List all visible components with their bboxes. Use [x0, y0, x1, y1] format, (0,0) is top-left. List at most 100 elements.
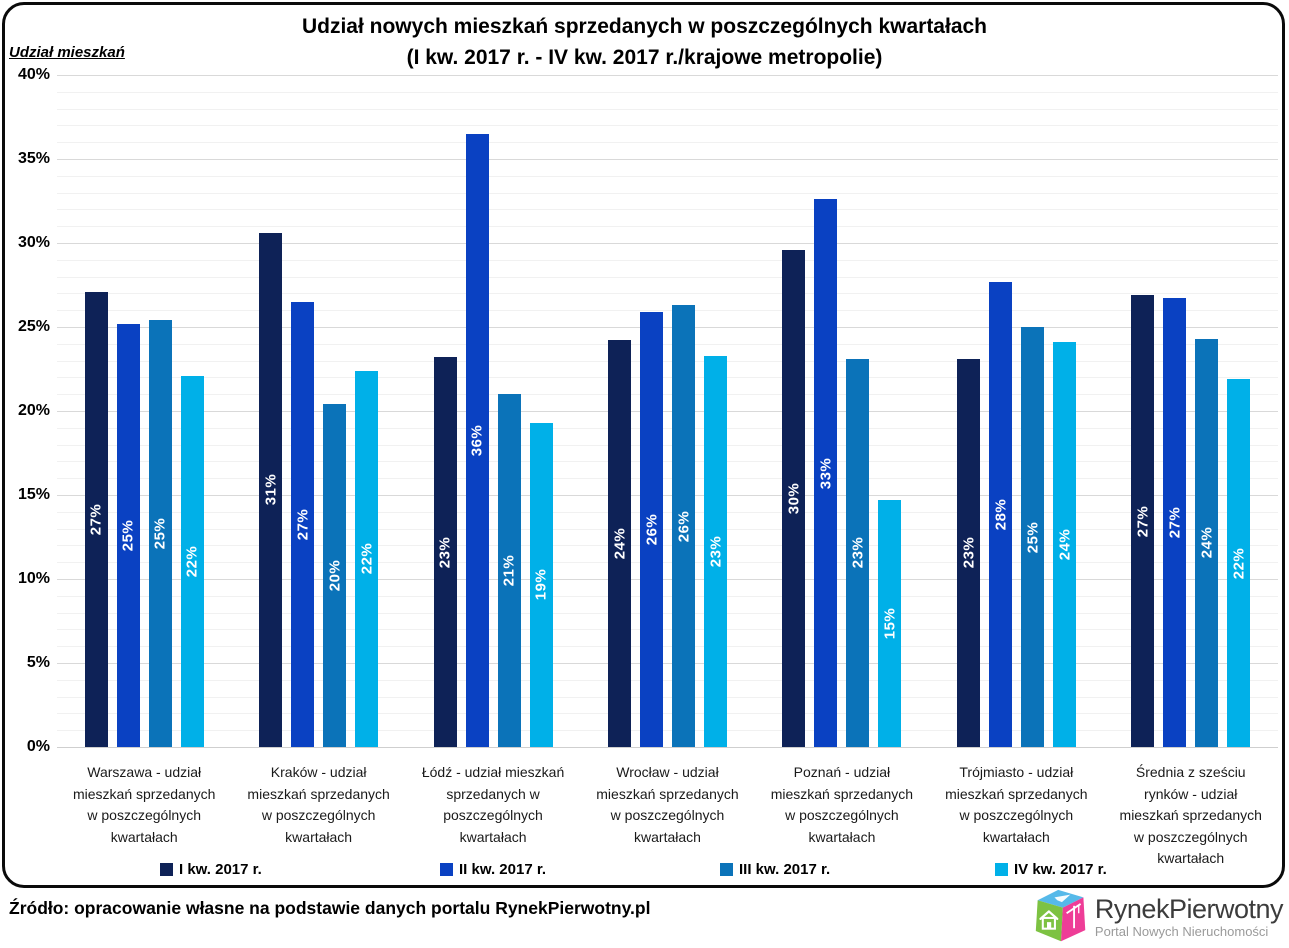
y-tick-label: 35% [17, 150, 50, 167]
bar: 23% [703, 355, 727, 747]
bar-value-label: 27% [87, 503, 105, 536]
bar-value-label: 27% [1166, 506, 1184, 539]
bar-value-label: 33% [817, 457, 835, 489]
major-gridline [57, 75, 1278, 76]
major-gridline [57, 243, 1278, 244]
legend-item: I kw. 2017 r. [160, 861, 262, 878]
bar-value-label: 23% [849, 537, 867, 569]
bar: 28% [988, 281, 1012, 747]
bar: 33% [814, 199, 838, 747]
minor-gridline [57, 209, 1278, 211]
minor-gridline [57, 612, 1278, 614]
bar: 27% [291, 301, 315, 747]
bar-value-label: 22% [358, 543, 376, 575]
bar: 22% [355, 370, 379, 747]
chart-title-line1: Udział nowych mieszkań sprzedanych w pos… [301, 15, 988, 38]
legend-label: I kw. 2017 r. [179, 861, 262, 878]
minor-gridline [57, 226, 1278, 228]
y-tick-label: 25% [17, 318, 50, 335]
plot-area: 27% 25% 25% 22% 31% 27% 20% 22% 23% 36% 21% 19% 24% 2… [57, 75, 1278, 748]
minor-gridline [57, 293, 1278, 295]
chart-title-line2: (I kw. 2017 r. - IV kw. 2017 r./krajowe … [406, 46, 883, 69]
minor-gridline [57, 343, 1278, 345]
bar-value-label: 25% [119, 519, 137, 552]
minor-gridline [57, 377, 1278, 379]
category-label: Kraków - udział mieszkań sprzedanych w p… [247, 764, 390, 845]
bar: 24% [607, 340, 631, 747]
bar: 25% [1020, 327, 1044, 747]
major-gridline [57, 495, 1278, 496]
legend-swatch [440, 863, 453, 876]
bar: 19% [529, 422, 553, 747]
bar-value-label: 23% [436, 536, 454, 568]
minor-gridline [57, 528, 1278, 530]
bar: 22% [180, 375, 204, 747]
bar: 21% [497, 394, 521, 747]
bar-group: 23% 36% 21% 19% [406, 75, 580, 747]
x-axis-category-labels: Warszawa - udział mieszkań sprzedanych w… [57, 762, 1278, 870]
bar: 22% [1227, 379, 1251, 747]
minor-gridline [57, 108, 1278, 110]
legend-swatch [720, 863, 733, 876]
logo-cube-icon [1035, 889, 1086, 942]
bar: 31% [259, 232, 283, 747]
minor-gridline [57, 310, 1278, 312]
minor-gridline [57, 646, 1278, 648]
major-gridline [57, 159, 1278, 160]
bar-value-label: 25% [1023, 521, 1041, 553]
minor-gridline [57, 595, 1278, 597]
logo-text: RynekPierwotny Portal Nowych Nieruchomoś… [1094, 895, 1284, 939]
bar: 27% [84, 291, 108, 747]
minor-gridline [57, 562, 1278, 564]
category-label: Trójmiasto - udział mieszkań sprzedanych… [945, 764, 1088, 845]
bar-value-label: 22% [1230, 547, 1248, 579]
y-tick-label: 0% [26, 738, 50, 755]
bar-value-label: 24% [1055, 528, 1073, 561]
minor-gridline [57, 175, 1278, 177]
bar: 20% [323, 404, 347, 747]
logo-tagline: Portal Nowych Nieruchomości [1094, 924, 1269, 939]
bar-value-label: 26% [674, 510, 692, 542]
minor-gridline [57, 730, 1278, 732]
minor-gridline [57, 545, 1278, 547]
bar: 23% [433, 357, 457, 747]
minor-gridline [57, 629, 1278, 631]
bar: 25% [148, 320, 172, 747]
category-label: Poznań - udział mieszkań sprzedanych w p… [770, 764, 914, 845]
logo: RynekPierwotny Portal Nowych Nieruchomoś… [1033, 889, 1284, 945]
y-tick-label: 10% [17, 570, 50, 587]
minor-gridline [57, 713, 1278, 715]
bar-value-label: 19% [532, 569, 550, 601]
major-gridline [57, 327, 1278, 328]
bar: 23% [956, 358, 980, 747]
minor-gridline [57, 427, 1278, 429]
legend: I kw. 2017 r. II kw. 2017 r. III kw. 2017 … [0, 861, 1289, 885]
category-label: Warszawa - udział mieszkań sprzedanych w… [73, 764, 216, 845]
bar-value-label: 22% [183, 545, 201, 578]
bar-value-label: 36% [468, 424, 486, 457]
category-label: Łódź - udział mieszkań sprzedanych w pos… [421, 764, 565, 845]
minor-gridline [57, 259, 1278, 261]
minor-gridline [57, 461, 1278, 463]
source-text: Źródło: opracowanie własne na podstawie … [9, 898, 651, 918]
bar: 27% [1163, 298, 1187, 747]
bar-value-label: 30% [785, 482, 803, 515]
minor-gridline [57, 478, 1278, 480]
bar-group: 30% 33% 23% 15% [755, 75, 929, 747]
bar-value-label: 24% [610, 527, 628, 560]
bar-value-label: 15% [881, 607, 899, 640]
bar-group: 23% 28% 25% 24% [929, 75, 1103, 747]
y-tick-label: 15% [17, 486, 50, 503]
category-label: Średnia z sześciu rynków - udział mieszk… [1119, 764, 1262, 866]
chart-title: Udział nowych mieszkań sprzedanych w pos… [60, 11, 1229, 73]
bar: 30% [782, 249, 806, 747]
minor-gridline [57, 444, 1278, 446]
minor-gridline [57, 91, 1278, 93]
y-tick-label: 20% [17, 402, 50, 419]
legend-item: III kw. 2017 r. [720, 861, 830, 878]
major-gridline [57, 663, 1278, 664]
bar: 25% [116, 323, 140, 747]
bar-value-label: 21% [500, 554, 518, 587]
bar-value-label: 23% [959, 537, 977, 569]
